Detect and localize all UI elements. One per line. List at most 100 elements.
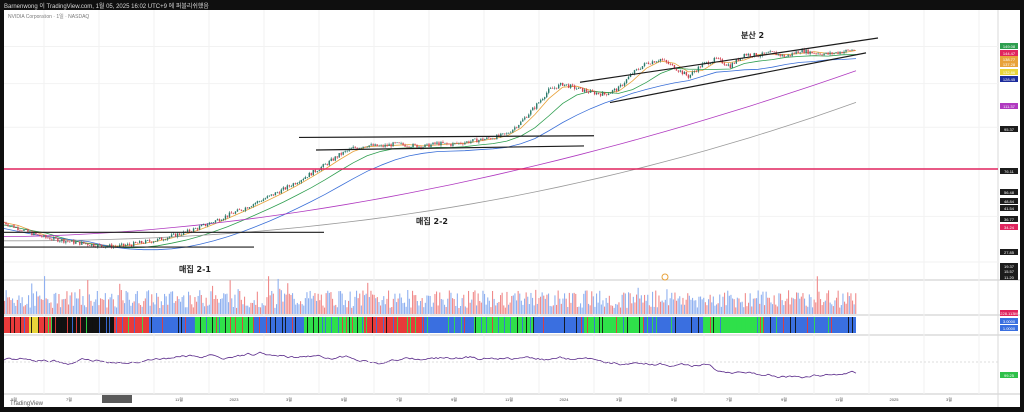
volume-bar <box>306 292 308 314</box>
candle-body <box>392 142 394 147</box>
volume-bar <box>338 291 340 314</box>
candle-body <box>456 142 458 144</box>
candle-body <box>789 55 791 56</box>
volume-bar <box>645 300 647 314</box>
candle-body <box>330 158 332 161</box>
band-tick <box>647 317 648 333</box>
volume-bar <box>160 301 162 314</box>
volume-bar <box>400 297 402 314</box>
candle-body <box>575 88 578 90</box>
volume-bar <box>346 307 348 314</box>
volume-bar <box>437 305 439 314</box>
candle-body <box>111 244 113 248</box>
candle-body <box>408 146 410 148</box>
candle-body <box>647 62 650 64</box>
price-axis-tag <box>1000 205 1018 211</box>
candle-body <box>799 52 801 54</box>
candle-body <box>454 142 456 144</box>
signal-band <box>4 317 856 333</box>
chart-area[interactable]: NVIDIA Corporation · 1일 · NASDAQ 매집 2-1 … <box>3 10 1020 407</box>
time-axis[interactable]: 5월7월9월11월20233월5월7월9월11월20243월5월7월9월11월2… <box>11 396 952 402</box>
band-tick <box>318 317 319 333</box>
candle-body <box>99 244 101 245</box>
candle-body <box>218 219 221 222</box>
oscillator-line <box>3 351 857 379</box>
candle-body <box>420 146 422 149</box>
volume-bar <box>608 295 610 314</box>
candle-body <box>609 92 612 94</box>
band-segment <box>364 317 424 333</box>
candle-body <box>49 238 51 240</box>
volume-bar <box>96 290 98 314</box>
volume-bar <box>436 291 438 314</box>
volume-bar <box>677 298 679 314</box>
band-tick <box>486 317 487 333</box>
volume-bar <box>308 298 310 314</box>
candle-body <box>396 142 398 144</box>
band-tick <box>72 317 73 333</box>
candle-body <box>75 241 77 244</box>
band-tick <box>729 317 730 333</box>
candle-body <box>831 52 833 54</box>
volume-bar <box>455 305 457 314</box>
volume-bar <box>16 299 18 314</box>
volume-bar <box>733 299 735 314</box>
volume-bar <box>415 295 417 314</box>
band-tick <box>848 317 849 333</box>
candle-body <box>51 239 53 241</box>
candle-body <box>426 143 428 145</box>
band-tick <box>776 317 777 333</box>
volume-bar <box>760 294 762 314</box>
volume-bar <box>31 283 33 314</box>
band-tick <box>225 317 226 333</box>
candle-body <box>823 53 825 56</box>
candle-body <box>322 164 324 167</box>
volume-bar <box>170 291 172 314</box>
volume-bar <box>245 305 247 314</box>
volume-bar <box>141 306 143 314</box>
candle-body <box>386 144 388 146</box>
candle-body <box>372 144 374 146</box>
channel-lines[interactable] <box>4 37 879 248</box>
volume-bar <box>495 305 497 314</box>
candle-body <box>178 233 181 235</box>
volume-bar <box>596 293 598 314</box>
volume-bar <box>178 298 180 314</box>
candle-body <box>300 180 303 183</box>
channel-2-lower <box>315 145 585 151</box>
price-axis-label: 15.57 <box>1004 269 1015 274</box>
band-tick <box>751 317 752 333</box>
band-tick <box>790 317 791 333</box>
candle-body <box>85 243 87 245</box>
volume-bar <box>680 304 682 314</box>
time-axis-label: 7월 <box>396 396 402 402</box>
candle-body <box>200 224 203 227</box>
candle-body <box>346 150 348 152</box>
candle-body <box>428 143 430 148</box>
volume-bar <box>399 293 401 314</box>
volume-bar <box>540 296 542 314</box>
band-tick <box>99 317 100 333</box>
band-segment <box>114 317 149 333</box>
volume-bar <box>87 280 89 314</box>
candle-body <box>763 52 765 54</box>
volume-bar <box>292 293 294 314</box>
volume-bar <box>432 302 434 314</box>
band-tick <box>498 317 499 333</box>
band-tick <box>128 317 129 333</box>
volume-bar <box>559 298 561 314</box>
volume-bar <box>204 306 206 314</box>
price-axis-label: 137.28 <box>1003 62 1016 67</box>
price-chart-svg[interactable]: NVIDIA Corporation · 1일 · NASDAQ 매집 2-1 … <box>3 10 1020 407</box>
candle-body <box>290 186 293 187</box>
volume-bar <box>647 294 649 314</box>
event-marker-icon[interactable] <box>661 273 669 281</box>
candle-body <box>230 212 233 214</box>
volume-bar <box>610 305 612 314</box>
candle-body <box>33 232 35 236</box>
candle-body <box>573 85 576 89</box>
candle-body <box>160 237 163 240</box>
price-axis-tag <box>1000 56 1018 62</box>
volume-bar <box>589 305 591 314</box>
